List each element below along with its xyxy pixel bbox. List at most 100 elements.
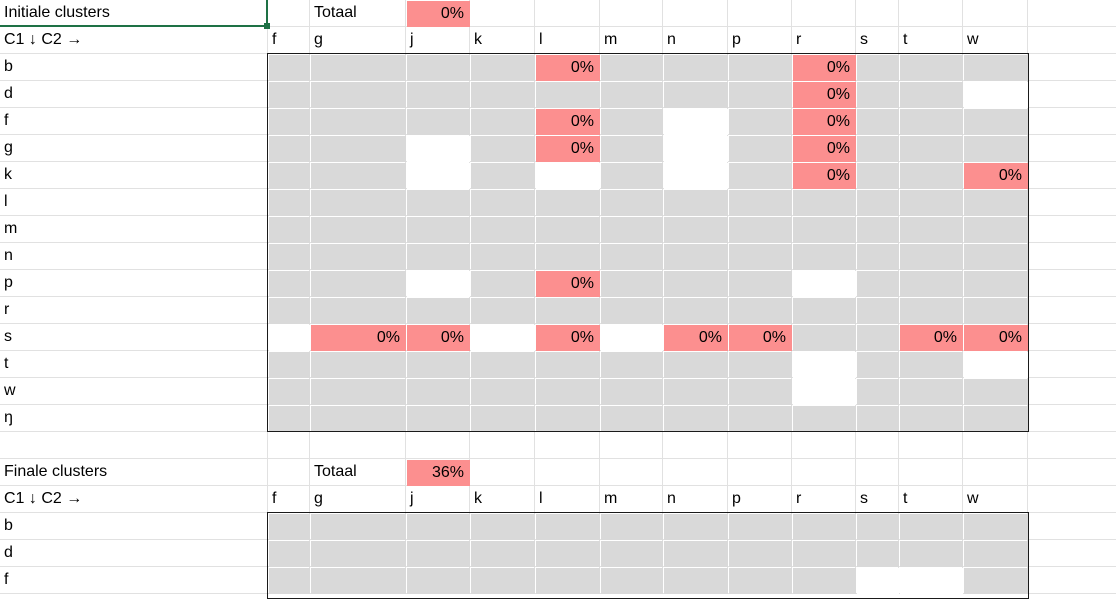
matrix-cell[interactable] <box>793 190 856 216</box>
matrix-cell[interactable] <box>311 55 406 81</box>
matrix-cell[interactable] <box>269 568 310 594</box>
matrix-cell[interactable] <box>471 55 535 81</box>
row-header-l[interactable]: l <box>4 193 8 210</box>
matrix-cell[interactable] <box>900 82 963 108</box>
matrix-cell[interactable] <box>964 406 1028 432</box>
matrix-cell[interactable] <box>311 352 406 378</box>
matrix-cell[interactable] <box>269 541 310 567</box>
matrix-cell[interactable] <box>964 217 1028 243</box>
matrix-cell[interactable] <box>900 109 963 135</box>
matrix-cell[interactable] <box>857 325 899 351</box>
matrix-cell[interactable] <box>793 379 856 405</box>
matrix-cell[interactable] <box>311 568 406 594</box>
matrix-cell[interactable] <box>471 244 535 270</box>
matrix-cell[interactable] <box>269 136 310 162</box>
matrix-cell[interactable] <box>964 190 1028 216</box>
row-header-f[interactable]: f <box>4 571 9 588</box>
matrix-cell[interactable] <box>664 406 728 432</box>
matrix-cell[interactable] <box>664 379 728 405</box>
matrix-cell[interactable] <box>536 190 600 216</box>
column-header-f[interactable]: f <box>272 490 277 507</box>
matrix-cell[interactable] <box>471 379 535 405</box>
matrix-cell[interactable] <box>900 55 963 81</box>
matrix-cell[interactable] <box>471 568 535 594</box>
matrix-cell[interactable] <box>964 271 1028 297</box>
matrix-cell[interactable] <box>269 514 310 540</box>
matrix-cell[interactable] <box>900 352 963 378</box>
matrix-cell[interactable] <box>664 352 728 378</box>
matrix-cell[interactable] <box>407 136 470 162</box>
matrix-cell[interactable] <box>857 55 899 81</box>
row-header-k[interactable]: k <box>4 166 12 183</box>
column-header-w[interactable]: w <box>967 31 979 48</box>
matrix-cell[interactable] <box>900 568 963 594</box>
column-header-n[interactable]: n <box>667 31 676 48</box>
matrix-cell[interactable] <box>601 163 663 189</box>
matrix-cell[interactable] <box>269 163 310 189</box>
matrix-cell[interactable] <box>407 190 470 216</box>
column-header-l[interactable]: l <box>539 490 543 507</box>
column-header-m[interactable]: m <box>604 490 618 507</box>
matrix-cell[interactable] <box>601 82 663 108</box>
column-header-t[interactable]: t <box>903 490 908 507</box>
matrix-cell[interactable] <box>664 190 728 216</box>
matrix-cell[interactable] <box>964 82 1028 108</box>
matrix-cell[interactable] <box>857 136 899 162</box>
matrix-cell[interactable] <box>269 325 310 351</box>
column-header-r[interactable]: r <box>796 490 802 507</box>
matrix-cell[interactable] <box>664 514 728 540</box>
matrix-cell[interactable] <box>857 190 899 216</box>
matrix-cell[interactable] <box>471 406 535 432</box>
matrix-cell[interactable] <box>407 217 470 243</box>
matrix-cell[interactable] <box>407 379 470 405</box>
matrix-cell[interactable] <box>664 568 728 594</box>
matrix-cell[interactable] <box>536 298 600 324</box>
matrix-cell[interactable] <box>407 109 470 135</box>
matrix-cell[interactable]: 0% <box>536 271 600 297</box>
matrix-cell[interactable] <box>793 244 856 270</box>
matrix-cell[interactable] <box>601 298 663 324</box>
matrix-cell[interactable] <box>793 271 856 297</box>
matrix-cell[interactable] <box>793 217 856 243</box>
matrix-cell[interactable] <box>857 568 899 594</box>
matrix-cell[interactable] <box>311 271 406 297</box>
matrix-cell[interactable] <box>857 406 899 432</box>
matrix-cell[interactable] <box>729 541 792 567</box>
matrix-cell[interactable] <box>536 244 600 270</box>
column-header-n[interactable]: n <box>667 490 676 507</box>
matrix-cell[interactable] <box>269 109 310 135</box>
row-header-ŋ[interactable]: ŋ <box>4 409 13 426</box>
matrix-cell[interactable] <box>311 541 406 567</box>
matrix-cell[interactable]: 0% <box>536 136 600 162</box>
matrix-cell[interactable] <box>857 217 899 243</box>
matrix-cell[interactable] <box>729 514 792 540</box>
matrix-cell[interactable] <box>311 379 406 405</box>
matrix-cell[interactable] <box>269 379 310 405</box>
matrix-cell[interactable] <box>536 514 600 540</box>
matrix-cell[interactable] <box>729 190 792 216</box>
section-title[interactable]: Finale clusters <box>4 463 108 480</box>
matrix-cell[interactable] <box>964 55 1028 81</box>
matrix-cell[interactable]: 0% <box>664 325 728 351</box>
matrix-cell[interactable] <box>269 217 310 243</box>
column-header-j[interactable]: j <box>410 490 414 507</box>
matrix-cell[interactable]: 0% <box>536 109 600 135</box>
matrix-cell[interactable] <box>311 163 406 189</box>
row-header-g[interactable]: g <box>4 139 13 156</box>
matrix-cell[interactable] <box>311 82 406 108</box>
column-header-j[interactable]: j <box>410 31 414 48</box>
matrix-cell[interactable]: 0% <box>407 325 470 351</box>
matrix-cell[interactable] <box>664 541 728 567</box>
matrix-cell[interactable] <box>601 190 663 216</box>
column-header-s[interactable]: s <box>860 490 868 507</box>
matrix-cell[interactable] <box>664 82 728 108</box>
matrix-cell[interactable] <box>964 568 1028 594</box>
matrix-cell[interactable] <box>729 109 792 135</box>
matrix-cell[interactable] <box>407 352 470 378</box>
matrix-cell[interactable] <box>269 406 310 432</box>
matrix-cell[interactable] <box>964 541 1028 567</box>
matrix-cell[interactable] <box>900 379 963 405</box>
matrix-cell[interactable] <box>471 325 535 351</box>
matrix-cell[interactable]: 0% <box>900 325 963 351</box>
